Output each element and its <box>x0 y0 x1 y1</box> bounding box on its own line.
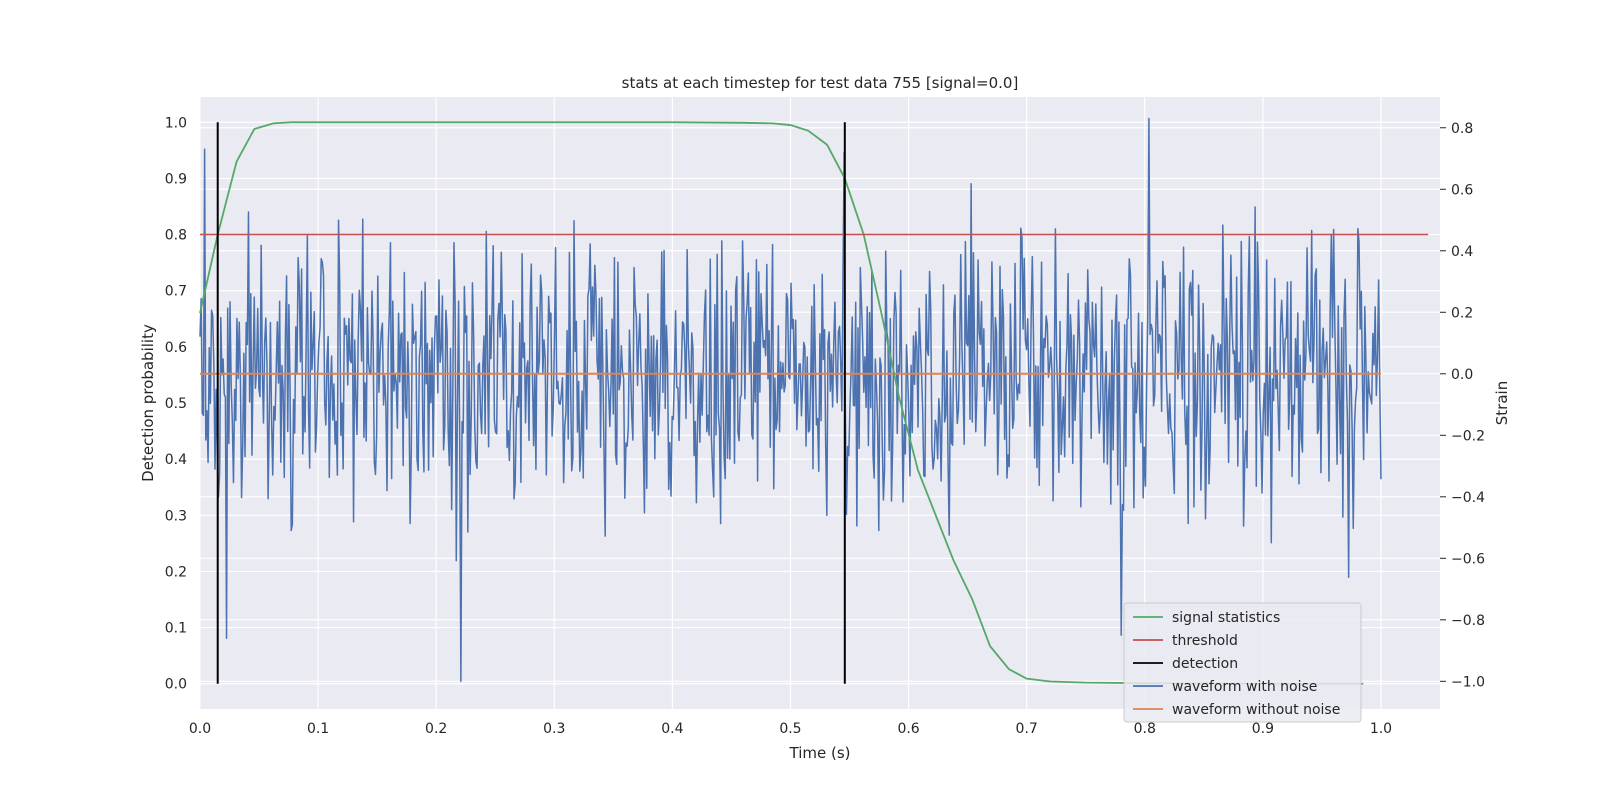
legend-label-threshold: threshold <box>1172 633 1238 649</box>
y-left-tick-label: 0.2 <box>165 564 187 580</box>
x-tick-label: 0.2 <box>425 721 447 737</box>
series-layer <box>199 117 1429 685</box>
y-left-tick-label: 0.7 <box>165 284 187 300</box>
y-right-tick-label: −0.6 <box>1451 551 1485 567</box>
y-right-tick-label: −0.4 <box>1451 490 1485 506</box>
x-tick-label: 0.6 <box>897 721 919 737</box>
y-left-axis-label: Detection probability <box>139 324 157 482</box>
x-tick-label: 0.1 <box>307 721 329 737</box>
y-right-axis-ticks: −1.0 −0.8 −0.6 −0.4 −0.2 0.0 0.2 0.4 0.6 0.8 <box>1440 121 1485 690</box>
y-right-tick-label: 0.6 <box>1451 182 1473 198</box>
y-right-tick-label: −1.0 <box>1451 674 1485 690</box>
y-left-tick-label: 0.9 <box>165 171 187 187</box>
y-left-tick-label: 0.6 <box>165 340 187 356</box>
x-tick-label: 0.4 <box>661 721 683 737</box>
x-tick-label: 0.0 <box>189 721 211 737</box>
y-left-tick-label: 0.3 <box>165 508 187 524</box>
y-left-tick-label: 0.5 <box>165 396 187 412</box>
y-left-tick-label: 0.4 <box>165 452 187 468</box>
legend-label-waveform-without-noise: waveform without noise <box>1172 702 1340 718</box>
y-right-tick-label: −0.2 <box>1451 428 1485 444</box>
x-tick-label: 0.7 <box>1016 721 1038 737</box>
y-right-axis-label: Strain <box>1493 381 1511 425</box>
x-tick-label: 0.3 <box>543 721 565 737</box>
y-left-tick-label: 0.8 <box>165 228 187 244</box>
y-right-tick-label: 0.4 <box>1451 244 1473 260</box>
y-left-tick-label: 0.1 <box>165 621 187 637</box>
x-tick-label: 1.0 <box>1370 721 1392 737</box>
legend-label-signal-statistics: signal statistics <box>1172 610 1280 626</box>
y-right-tick-label: 0.2 <box>1451 305 1473 321</box>
y-right-tick-label: 0.8 <box>1451 121 1473 137</box>
legend-box <box>1123 602 1362 723</box>
y-right-tick-label: −0.8 <box>1451 613 1485 629</box>
y-left-axis-ticks: 0.0 0.1 0.2 0.3 0.4 0.5 0.6 0.7 0.8 0.9 1.0 <box>165 115 187 692</box>
x-tick-label: 0.5 <box>779 721 801 737</box>
series-waveform-with-noise <box>199 117 1382 683</box>
x-tick-label: 0.9 <box>1252 721 1274 737</box>
legend-label-detection: detection <box>1172 656 1238 672</box>
x-tick-label: 0.8 <box>1134 721 1156 737</box>
y-left-tick-label: 1.0 <box>165 115 187 131</box>
x-axis-label: Time (s) <box>789 744 851 762</box>
x-axis-ticks: 0.0 0.1 0.2 0.3 0.4 0.5 0.6 0.7 0.8 0.9 1.0 <box>189 721 1392 737</box>
y-left-tick-label: 0.0 <box>165 677 187 693</box>
y-right-tick-label: 0.0 <box>1451 367 1473 383</box>
legend-label-waveform-with-noise: waveform with noise <box>1172 679 1317 695</box>
chart-title: stats at each timestep for test data 755… <box>622 74 1019 92</box>
legend: signal statistics threshold detection wa… <box>1123 602 1362 723</box>
